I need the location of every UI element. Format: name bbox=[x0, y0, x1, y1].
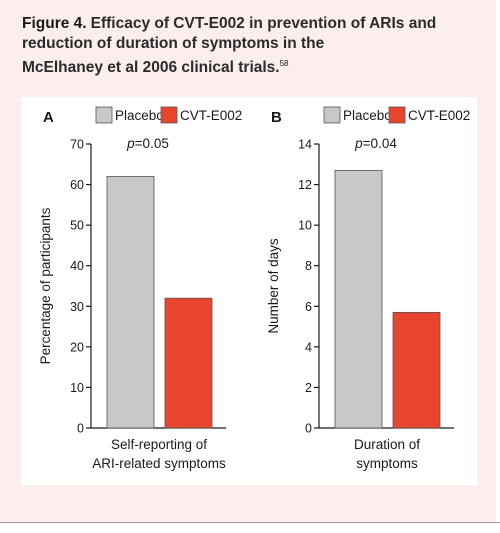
chart-a-y-tick-label-40: 40 bbox=[70, 259, 84, 273]
chart-a-y-tick-label-60: 60 bbox=[70, 178, 84, 192]
chart-b-y-tick-label-2: 2 bbox=[305, 381, 312, 395]
chart-b-p-symbol: p bbox=[354, 136, 363, 151]
chart-b-x-label-line-2: symptoms bbox=[356, 456, 418, 471]
chart-a-bar-placebo bbox=[106, 176, 155, 429]
chart-a-p-number: =0.05 bbox=[135, 136, 169, 151]
caption-line-1: Efficacy of CVT-E002 in prevention of AR… bbox=[90, 15, 437, 32]
chart-b-y-tick-label-10: 10 bbox=[298, 219, 312, 233]
chart-b-y-tick-label-8: 8 bbox=[305, 259, 312, 273]
bottom-rule bbox=[0, 522, 500, 533]
caption-reference: 58 bbox=[279, 59, 289, 68]
chart-a-p-value: p=0.05 bbox=[126, 136, 169, 151]
chart-a-panel-letter: A bbox=[43, 109, 54, 126]
chart-a-y-tick-label-20: 20 bbox=[70, 340, 84, 354]
chart-b-bar-treatment bbox=[392, 311, 441, 429]
figure-label: Figure 4. bbox=[22, 15, 87, 32]
caption-line-3: McElhaney et al 2006 clinical trials. bbox=[22, 59, 280, 76]
chart-a-p-symbol: p bbox=[126, 136, 135, 151]
chart-a-legend-label-treatment: CVT-E002 bbox=[180, 108, 242, 123]
chart-b: B Placebo CVT-E002 p=0.04 0 2 4 6 8 10 12 14 Number … bbox=[266, 106, 470, 471]
chart-b-y-tick-label-0: 0 bbox=[305, 422, 312, 436]
chart-a-y-axis-label: Percentage of participants bbox=[38, 207, 53, 364]
chart-b-legend-label-treatment: CVT-E002 bbox=[408, 108, 470, 123]
chart-b-x-label-line-1: Duration of bbox=[354, 437, 420, 452]
chart-b-panel-letter: B bbox=[271, 109, 282, 126]
chart-a-y-tick-label-50: 50 bbox=[70, 219, 84, 233]
chart-a-y-tick-label-0: 0 bbox=[77, 422, 84, 436]
chart-b-p-value: p=0.04 bbox=[354, 136, 397, 151]
chart-a-legend-label-placebo: Placebo bbox=[115, 108, 164, 123]
chart-b-y-tick-label-12: 12 bbox=[298, 178, 312, 192]
figure-caption: Figure 4. Efficacy of CVT-E002 in prevent… bbox=[22, 14, 482, 78]
chart-b-legend-label-placebo: Placebo bbox=[343, 108, 392, 123]
chart-b-y-axis-label: Number of days bbox=[266, 238, 281, 334]
chart-a-legend-swatch-treatment bbox=[160, 106, 178, 124]
caption-line-2: reduction of duration of symptoms in the bbox=[22, 35, 325, 52]
figure-panel: Figure 4. Efficacy of CVT-E002 in prevent… bbox=[0, 0, 496, 522]
chart-a-y-tick-label-70: 70 bbox=[70, 138, 84, 152]
chart-a-bar-treatment bbox=[164, 297, 213, 429]
chart-b-y-tick-label-6: 6 bbox=[305, 300, 312, 314]
chart-b-bar-placebo bbox=[334, 169, 383, 429]
chart-a-y-tick-label-30: 30 bbox=[70, 300, 84, 314]
chart-card: A Placebo CVT-E002 p=0.05 0 10 20 30 40 50 60 70 Per… bbox=[21, 97, 477, 485]
chart-b-y-tick-label-14: 14 bbox=[298, 138, 312, 152]
chart-a: A Placebo CVT-E002 p=0.05 0 10 20 30 40 50 60 70 Per… bbox=[38, 106, 242, 471]
chart-a-x-label-line-2: ARI-related symptoms bbox=[92, 456, 226, 471]
chart-b-legend-swatch-placebo bbox=[323, 106, 341, 124]
chart-b-legend-swatch-treatment bbox=[388, 106, 406, 124]
chart-a-legend-swatch-placebo bbox=[95, 106, 113, 124]
chart-a-x-label-line-1: Self-reporting of bbox=[111, 437, 207, 452]
chart-b-p-number: =0.04 bbox=[363, 136, 398, 151]
chart-a-y-tick-label-10: 10 bbox=[70, 381, 84, 395]
chart-b-y-tick-label-4: 4 bbox=[305, 340, 312, 354]
